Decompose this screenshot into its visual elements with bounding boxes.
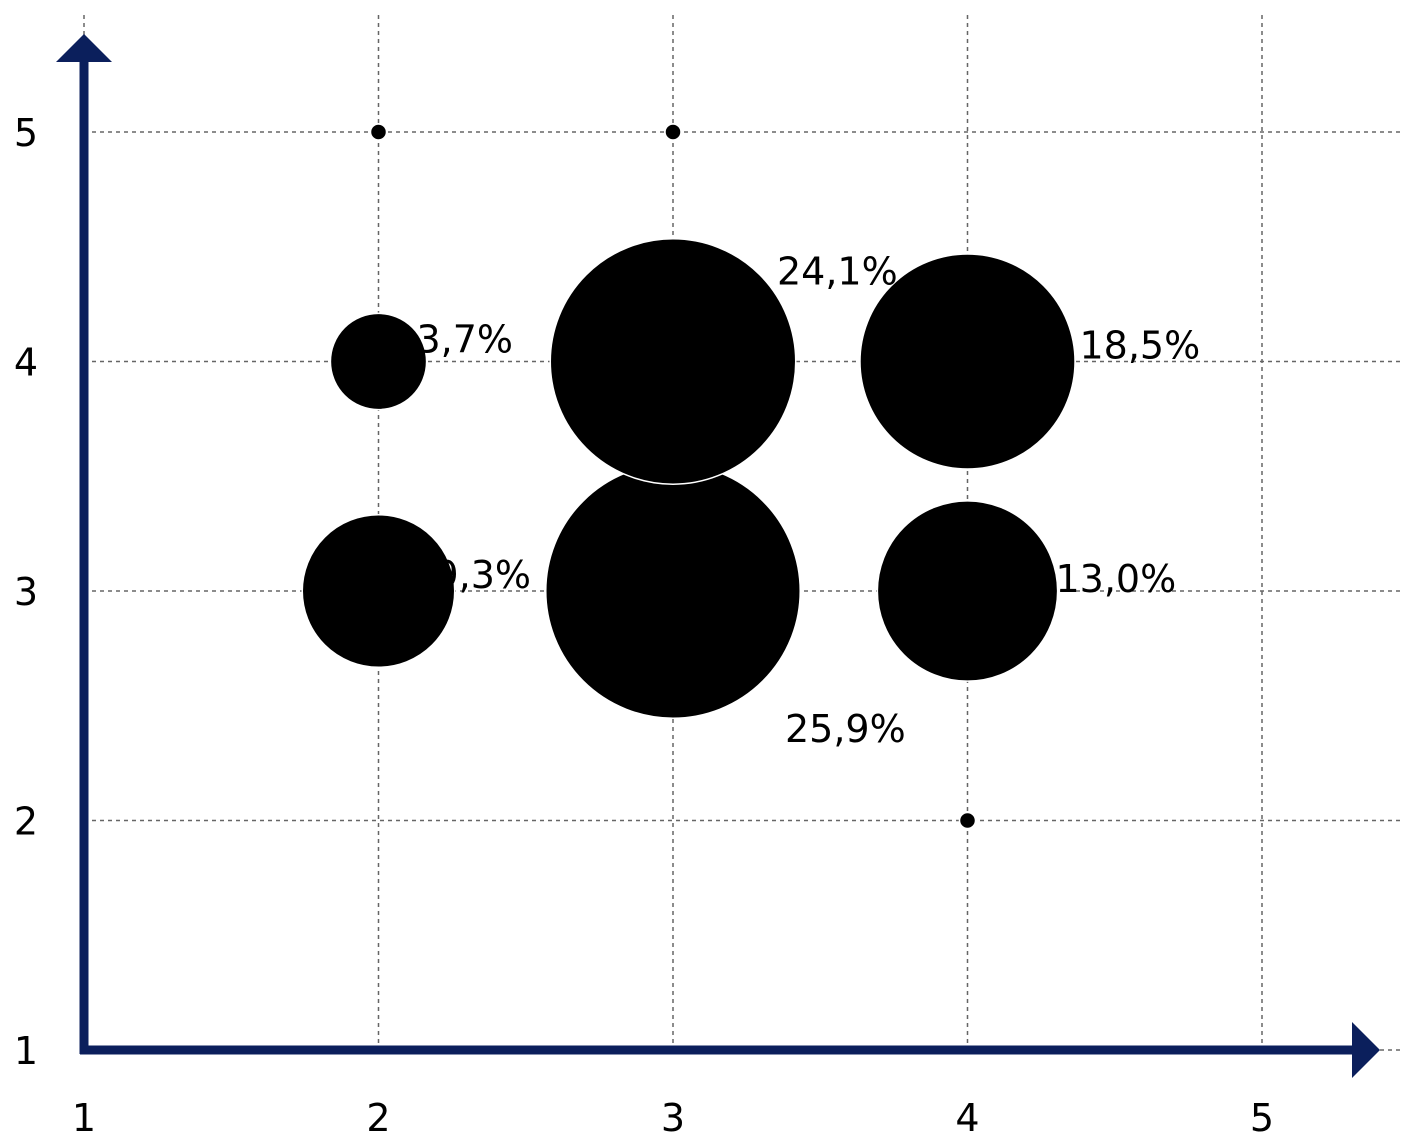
bubble-3-3 [546,464,800,718]
bubble-3-4 [550,239,795,484]
y-tick-label: 3 [14,570,38,614]
data-label-2-4: 3,7% [417,318,514,362]
data-label-3-3: 25,9% [785,707,906,751]
x-tick-label: 5 [1250,1096,1274,1138]
y-tick-label: 1 [14,1029,38,1073]
bubble-2-3 [302,515,454,667]
bubble-2-4 [330,313,426,409]
x-axis-arrow-icon [1352,1022,1380,1078]
y-tick-label: 2 [14,800,38,844]
data-labels: 3,7% 24,1% 18,5% 9,3% 25,9% 13,0% [417,250,1201,752]
data-label-4-3: 13,0% [1056,557,1177,601]
bubble-4-3 [877,501,1057,681]
data-label-2-3: 9,3% [435,553,532,597]
bubble-4-2 [960,813,976,829]
x-tick-label: 1 [72,1096,96,1138]
y-tick-label: 4 [14,341,38,385]
bubble-3-5 [665,124,681,140]
x-tick-label: 2 [366,1096,390,1138]
x-tick-label: 3 [661,1096,685,1138]
data-label-3-4: 24,1% [777,250,898,294]
x-tick-label: 4 [955,1096,979,1138]
y-tick-label: 5 [14,111,38,155]
data-label-4-4: 18,5% [1080,324,1201,368]
y-axis-arrow-icon [56,34,112,62]
bubbles [302,124,1075,829]
bubble-2-5 [371,124,387,140]
